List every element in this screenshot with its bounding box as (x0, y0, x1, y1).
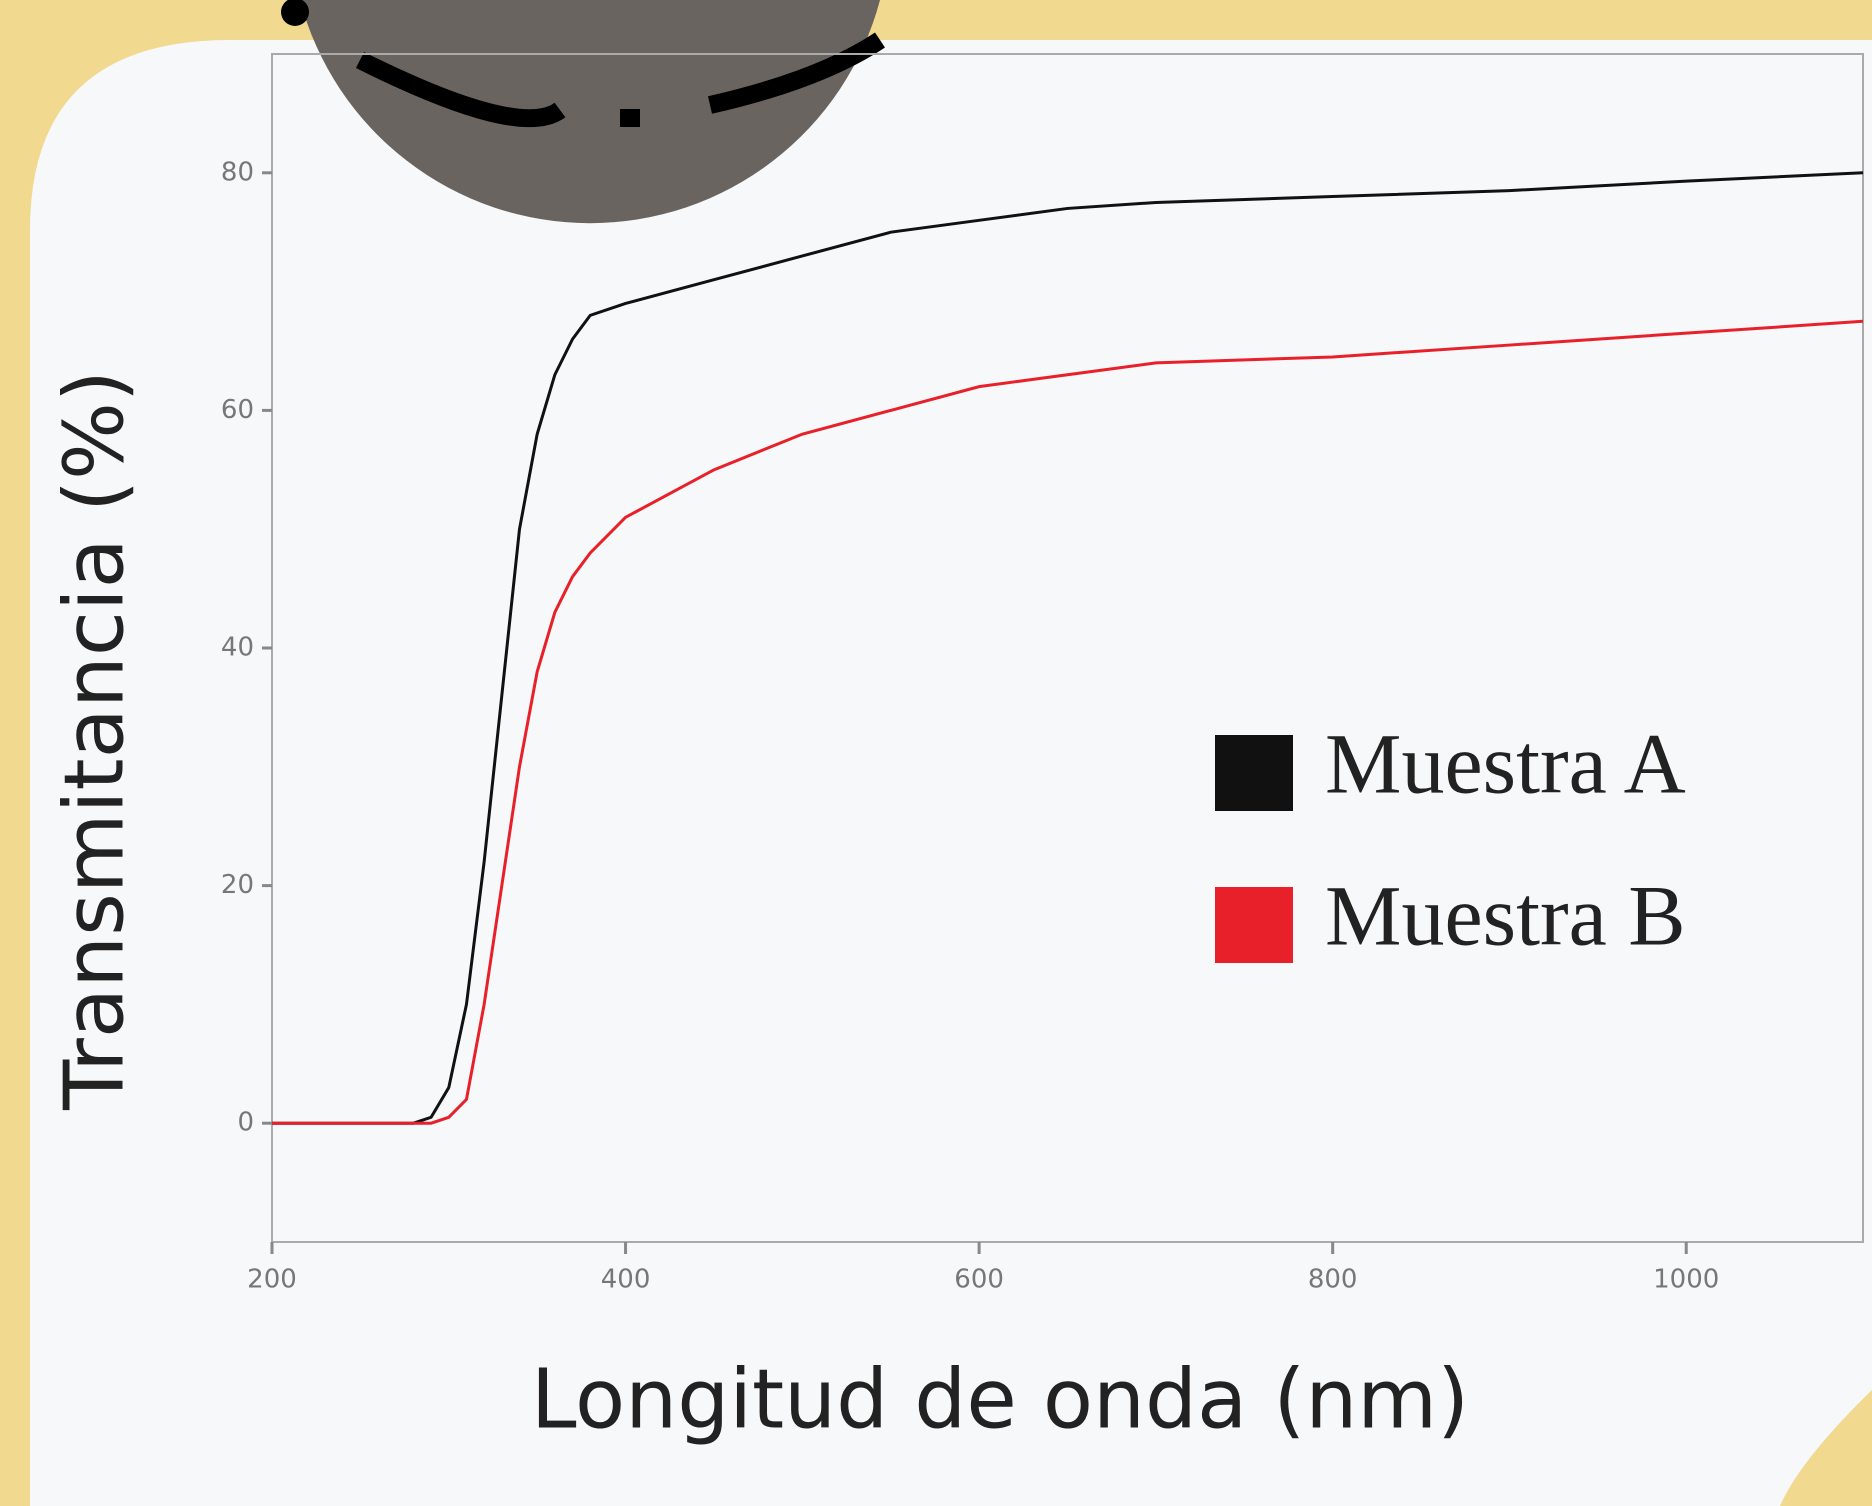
x-tick-label: 800 (1308, 1265, 1358, 1295)
y-tick-label: 40 (221, 633, 254, 663)
legend-label: Muestra B (1325, 868, 1686, 964)
x-tick-label: 400 (601, 1265, 651, 1295)
legend-swatch (1215, 887, 1293, 963)
chart: Longitud de onda (nm) Transmitancia (%) … (0, 0, 1872, 1506)
y-tick-label: 60 (221, 395, 254, 425)
y-tick-label: 20 (221, 870, 254, 900)
legend-swatch (1215, 735, 1293, 811)
y-tick-label: 80 (221, 157, 254, 187)
page: {"chart_data": { "type": "line", "xlabel… (0, 0, 1872, 1506)
legend-label: Muestra A (1325, 716, 1686, 812)
x-axis-title: Longitud de onda (nm) (531, 1352, 1469, 1447)
y-tick-label: 0 (237, 1108, 254, 1138)
x-tick-label: 200 (247, 1265, 297, 1295)
x-tick-label: 600 (954, 1265, 1004, 1295)
x-tick-label: 1000 (1653, 1265, 1719, 1295)
y-axis-title: Transmitancia (%) (47, 370, 142, 1111)
